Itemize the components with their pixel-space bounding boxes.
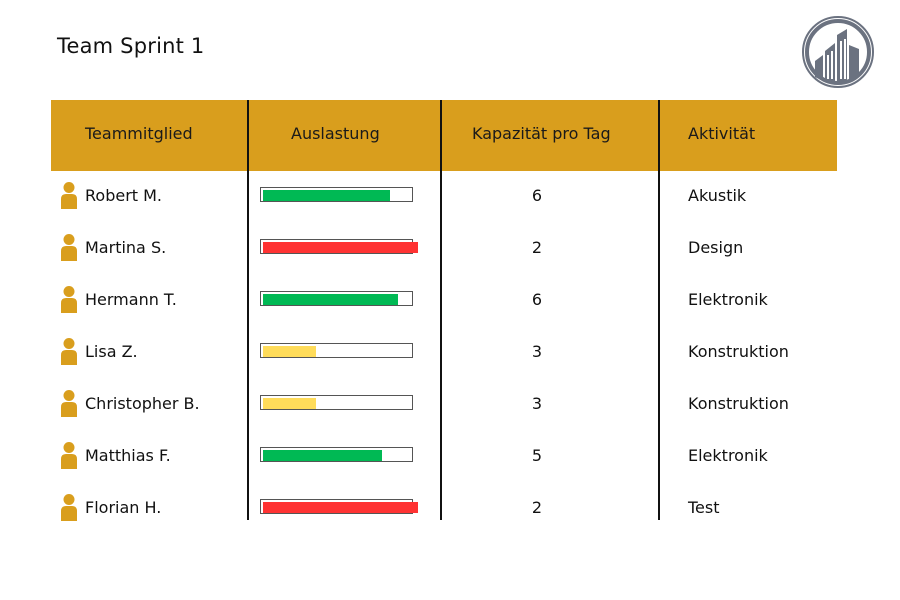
capacity-value: 2 xyxy=(531,498,543,517)
activity-label: Elektronik xyxy=(688,446,768,465)
member-name: Florian H. xyxy=(85,498,162,517)
capacity-value: 6 xyxy=(531,186,543,205)
column-divider xyxy=(440,100,442,520)
capacity-value: 6 xyxy=(531,290,543,309)
column-header-utilization: Auslastung xyxy=(291,124,380,143)
person-icon xyxy=(61,182,77,209)
capacity-value: 5 xyxy=(531,446,543,465)
column-divider xyxy=(658,100,660,520)
member-name: Robert M. xyxy=(85,186,163,205)
person-icon xyxy=(61,338,77,365)
table-row: Hermann T. 6 Elektronik xyxy=(0,285,900,337)
utilization-bar-fill xyxy=(263,502,418,513)
page-title: Team Sprint 1 xyxy=(57,34,205,58)
column-header-activity: Aktivität xyxy=(688,124,756,143)
person-icon xyxy=(61,442,77,469)
capacity-value: 3 xyxy=(531,342,543,361)
utilization-bar xyxy=(260,447,413,462)
utilization-bar xyxy=(260,187,413,202)
activity-label: Design xyxy=(688,238,744,257)
activity-label: Konstruktion xyxy=(688,394,789,413)
utilization-bar-fill xyxy=(263,294,398,305)
utilization-bar-fill xyxy=(263,398,316,409)
utilization-bar-fill xyxy=(263,346,316,357)
table-row: Robert M. 6 Akustik xyxy=(0,181,900,233)
column-header-capacity: Kapazität pro Tag xyxy=(472,124,611,143)
capacity-value: 3 xyxy=(531,394,543,413)
utilization-bar xyxy=(260,499,418,514)
table-row: Florian H. 2 Test xyxy=(0,493,900,545)
table-row: Lisa Z. 3 Konstruktion xyxy=(0,337,900,389)
member-name: Martina S. xyxy=(85,238,167,257)
activity-label: Test xyxy=(688,498,720,517)
utilization-bar xyxy=(260,395,413,410)
person-icon xyxy=(61,494,77,521)
building-logo-icon xyxy=(802,16,874,88)
utilization-bar xyxy=(260,291,413,306)
table-row: Christopher B. 3 Konstruktion xyxy=(0,389,900,441)
table-row: Matthias F. 5 Elektronik xyxy=(0,441,900,493)
activity-label: Elektronik xyxy=(688,290,768,309)
member-name: Lisa Z. xyxy=(85,342,138,361)
activity-label: Akustik xyxy=(688,186,747,205)
member-name: Matthias F. xyxy=(85,446,171,465)
member-name: Christopher B. xyxy=(85,394,200,413)
utilization-bar xyxy=(260,343,413,358)
table-row: Martina S. 2 Design xyxy=(0,233,900,285)
column-divider xyxy=(247,100,249,520)
capacity-value: 2 xyxy=(531,238,543,257)
activity-label: Konstruktion xyxy=(688,342,789,361)
person-icon xyxy=(61,390,77,417)
member-name: Hermann T. xyxy=(85,290,177,309)
table-header: Teammitglied Auslastung Kapazität pro Ta… xyxy=(51,100,837,171)
person-icon xyxy=(61,234,77,261)
column-header-member: Teammitglied xyxy=(85,124,193,143)
utilization-bar-fill xyxy=(263,242,418,253)
utilization-bar-fill xyxy=(263,190,390,201)
utilization-bar xyxy=(260,239,418,254)
utilization-bar-fill xyxy=(263,450,382,461)
person-icon xyxy=(61,286,77,313)
